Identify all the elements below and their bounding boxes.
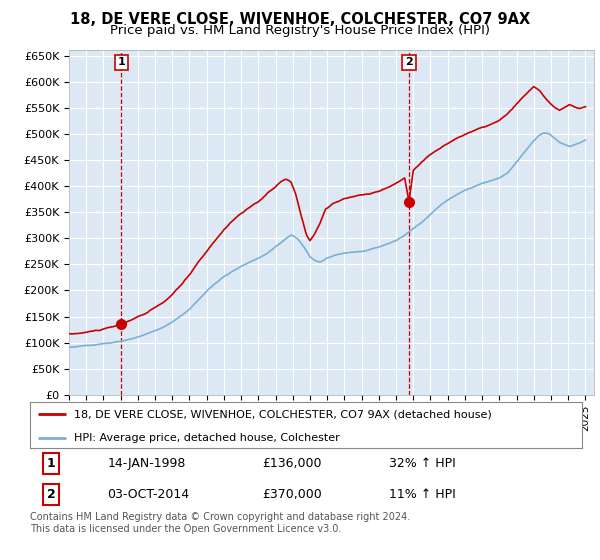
Text: 18, DE VERE CLOSE, WIVENHOE, COLCHESTER, CO7 9AX (detached house): 18, DE VERE CLOSE, WIVENHOE, COLCHESTER,… — [74, 409, 492, 419]
Text: 18, DE VERE CLOSE, WIVENHOE, COLCHESTER, CO7 9AX: 18, DE VERE CLOSE, WIVENHOE, COLCHESTER,… — [70, 12, 530, 27]
Text: £370,000: £370,000 — [262, 488, 322, 501]
Text: 1: 1 — [118, 58, 125, 67]
Text: HPI: Average price, detached house, Colchester: HPI: Average price, detached house, Colc… — [74, 433, 340, 443]
Text: 14-JAN-1998: 14-JAN-1998 — [107, 457, 185, 470]
Text: 2: 2 — [405, 58, 413, 67]
Text: 11% ↑ HPI: 11% ↑ HPI — [389, 488, 455, 501]
Text: Price paid vs. HM Land Registry's House Price Index (HPI): Price paid vs. HM Land Registry's House … — [110, 24, 490, 36]
Text: 03-OCT-2014: 03-OCT-2014 — [107, 488, 190, 501]
Text: 32% ↑ HPI: 32% ↑ HPI — [389, 457, 455, 470]
Text: 2: 2 — [47, 488, 55, 501]
Text: £136,000: £136,000 — [262, 457, 322, 470]
Text: Contains HM Land Registry data © Crown copyright and database right 2024.
This d: Contains HM Land Registry data © Crown c… — [30, 512, 410, 534]
Text: 1: 1 — [47, 457, 55, 470]
